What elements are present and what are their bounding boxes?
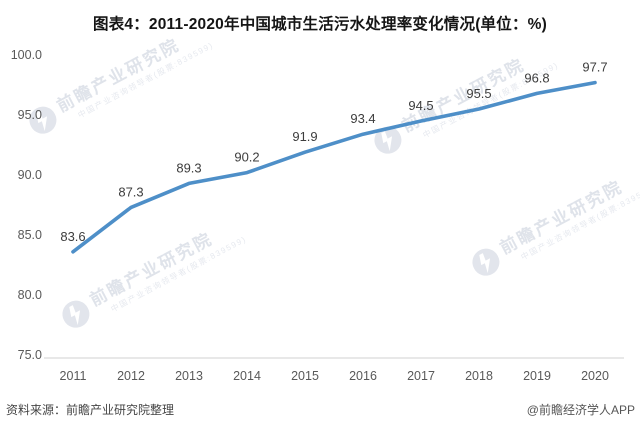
x-axis-tick-label: 2019 — [523, 369, 551, 383]
x-axis-tick-label: 2018 — [465, 369, 493, 383]
y-axis-tick-label: 100.0 — [11, 48, 42, 62]
y-axis-tick-label: 95.0 — [18, 108, 42, 122]
x-axis-tick-label: 2014 — [233, 369, 261, 383]
y-axis-tick-label: 80.0 — [18, 288, 42, 302]
data-point-label: 97.7 — [582, 60, 607, 75]
x-axis-tick-label: 2011 — [60, 369, 87, 383]
x-axis-tick-label: 2020 — [581, 369, 609, 383]
y-axis-tick-label: 85.0 — [18, 228, 42, 242]
data-point-label: 89.3 — [176, 160, 201, 175]
y-axis-tick-label: 90.0 — [18, 168, 42, 182]
data-point-label: 95.5 — [466, 86, 491, 101]
x-axis-tick-label: 2017 — [407, 369, 435, 383]
data-point-label: 87.3 — [118, 184, 143, 199]
data-point-label: 93.4 — [350, 111, 375, 126]
x-axis-tick-label: 2015 — [291, 369, 319, 383]
x-axis-tick-label: 2012 — [117, 369, 145, 383]
chart-title: 图表4：2011-2020年中国城市生活污水处理率变化情况(单位：%) — [93, 16, 547, 33]
data-point-label: 91.9 — [292, 129, 317, 144]
source-note: 资料来源：前瞻产业研究院整理 — [6, 403, 175, 417]
x-axis-tick-label: 2013 — [175, 369, 203, 383]
series-line — [71, 80, 597, 254]
app-credit: @前瞻经济学人APP — [526, 403, 635, 417]
data-point-label: 96.8 — [524, 70, 549, 85]
data-point-label: 94.5 — [408, 98, 433, 113]
data-point-label: 83.6 — [60, 229, 85, 244]
data-point-label: 90.2 — [234, 150, 259, 165]
x-axis-tick-label: 2016 — [349, 369, 377, 383]
y-axis-tick-label: 75.0 — [18, 348, 42, 362]
